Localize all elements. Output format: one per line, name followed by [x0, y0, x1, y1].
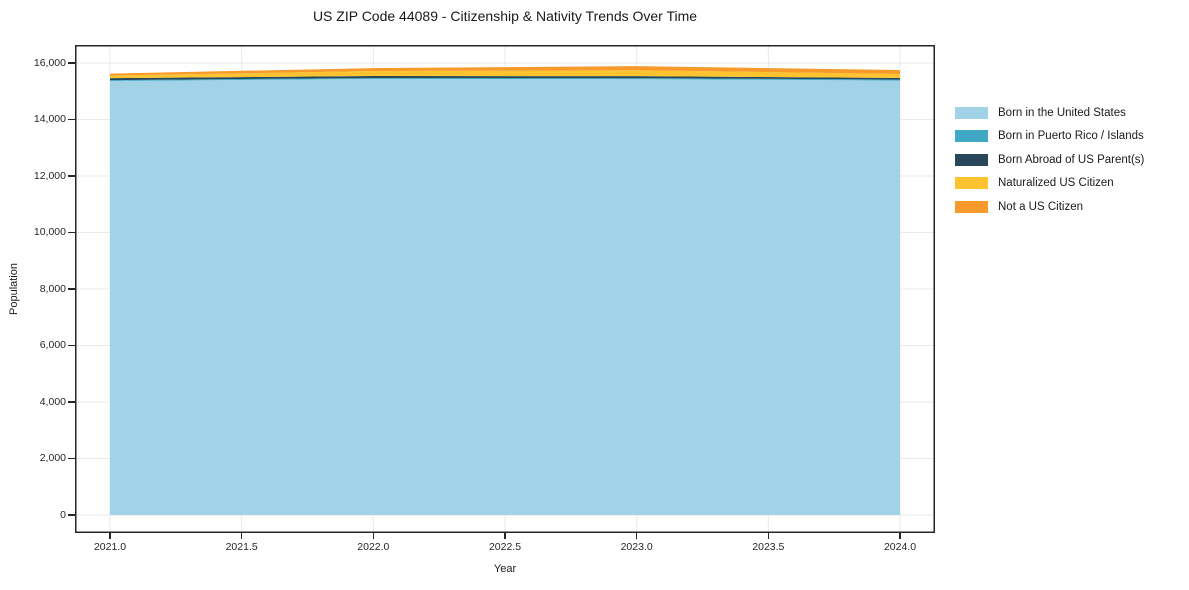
x-tick-mark: [372, 533, 374, 539]
y-tick-mark: [68, 231, 75, 234]
legend-label: Born Abroad of US Parent(s): [998, 153, 1145, 166]
area-layer-not-a-us-citizen: [110, 66, 900, 76]
area-layer-naturalized-us-citizen: [110, 70, 900, 79]
legend-item: Born Abroad of US Parent(s): [955, 148, 1144, 172]
y-tick-mark: [68, 62, 75, 64]
legend-label: Not a US Citizen: [998, 200, 1084, 213]
y-tick-label: 4,000: [39, 395, 66, 408]
legend-label: Born in the United States: [998, 106, 1126, 119]
legend-swatch: [955, 153, 988, 166]
legend-swatch: [955, 200, 988, 213]
y-tick-label: 0: [60, 508, 66, 521]
area-layer-born-abroad-of-us-parent-s-: [110, 75, 900, 81]
y-tick-mark: [68, 288, 75, 290]
y-tick-mark: [68, 175, 75, 177]
legend-swatch: [955, 130, 988, 143]
y-tick-mark: [68, 514, 75, 516]
y-tick-mark: [68, 344, 75, 347]
x-tick-label: 2022.0: [357, 541, 390, 553]
legend-item: Born in the United States: [955, 101, 1144, 125]
x-tick-mark: [504, 533, 506, 539]
x-tick-mark: [109, 533, 111, 539]
legend: Born in the United States Born in Puerto …: [955, 101, 1144, 219]
y-tick-mark: [68, 118, 75, 121]
y-tick-label: 6,000: [39, 339, 66, 351]
y-tick-mark: [68, 401, 75, 403]
y-tick-label: 2,000: [39, 452, 66, 464]
area-layer-born-in-puerto-rico-islands: [110, 77, 900, 82]
legend-label: Born in Puerto Rico / Islands: [998, 130, 1144, 143]
y-tick-label: 8,000: [39, 282, 66, 295]
y-tick-mark: [68, 457, 75, 460]
y-tick-label: 16,000: [33, 56, 66, 69]
x-tick-label: 2022.5: [488, 541, 522, 553]
legend-swatch: [955, 177, 988, 190]
x-tick-mark: [241, 533, 243, 539]
x-tick-mark: [899, 533, 901, 539]
legend-label: Naturalized US Citizen: [998, 177, 1114, 190]
x-tick-label: 2023.5: [752, 541, 785, 553]
x-tick-mark: [636, 533, 638, 539]
x-tick-label: 2021.0: [93, 541, 127, 553]
y-tick-label: 10,000: [33, 226, 66, 238]
legend-item: Not a US Citizen: [955, 195, 1144, 219]
legend-swatch: [955, 106, 988, 119]
chart-title: US ZIP Code 44089 - Citizenship & Nativi…: [312, 8, 698, 24]
stacked-area-chart: [75, 45, 935, 533]
x-tick-label: 2023.0: [620, 541, 653, 553]
x-tick-label: 2021.5: [225, 541, 258, 553]
area-layer-born-in-the-united-states: [110, 78, 900, 515]
legend-item: Born in Puerto Rico / Islands: [955, 125, 1144, 149]
x-tick-mark: [767, 533, 769, 539]
axes-spines: [75, 45, 935, 533]
x-axis-label: Year: [493, 563, 517, 575]
y-tick-label: 12,000: [33, 169, 66, 182]
y-tick-label: 14,000: [33, 113, 66, 125]
plot-area: [75, 45, 935, 533]
legend-item: Naturalized US Citizen: [955, 172, 1144, 196]
x-tick-label: 2024.0: [883, 541, 917, 553]
